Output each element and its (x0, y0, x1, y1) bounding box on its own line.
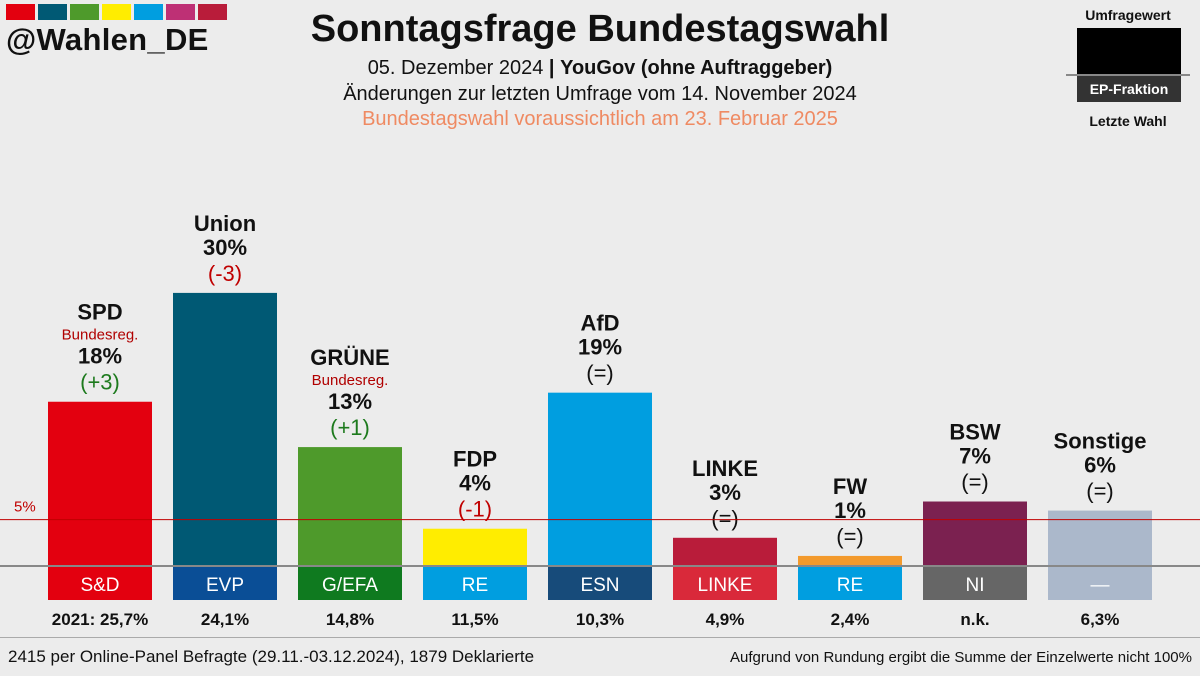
change-label: (=) (836, 524, 864, 549)
pollster-name: YouGov (ohne Auftraggeber) (560, 57, 833, 79)
legend-poll-value-label: Umfragewert (1085, 7, 1171, 23)
ep-group-label: EVP (206, 575, 244, 596)
bar-spd (48, 401, 152, 565)
ep-group-label: NI (966, 575, 985, 596)
change-label: (-3) (208, 261, 242, 286)
brand-stripe (38, 4, 67, 20)
bar-grüne (298, 447, 402, 565)
ep-group-box (673, 567, 777, 600)
ep-group-box (423, 567, 527, 600)
ep-group-box (173, 567, 277, 600)
ep-group-box (298, 567, 402, 600)
bar-union (173, 292, 277, 565)
legend: Umfragewert EP-Fraktion Letzte Wahl (1066, 0, 1190, 140)
ep-group-box (1048, 567, 1152, 600)
change-label: (+3) (80, 370, 120, 395)
footer-divider (0, 637, 1200, 638)
bar-bsw (923, 501, 1027, 565)
bar-fw (798, 555, 902, 565)
brand-stripe (6, 4, 35, 20)
value-label: 4% (459, 471, 491, 496)
government-note: Bundesreg. (62, 327, 139, 344)
party-label: GRÜNE (310, 345, 389, 370)
ep-group-box (548, 567, 652, 600)
ep-group-label: — (1091, 575, 1110, 596)
party-label: SPD (77, 300, 122, 325)
ep-group-box (923, 567, 1027, 600)
ep-group-label: G/EFA (322, 575, 378, 596)
bar-sonstige (1048, 510, 1152, 565)
party-label: Sonstige (1054, 429, 1147, 454)
government-note: Bundesreg. (312, 372, 389, 389)
ep-group-label: S&D (80, 575, 119, 596)
value-label: 19% (578, 335, 622, 360)
last-election-label: 2,4% (831, 610, 870, 629)
party-label: Union (194, 211, 256, 236)
bar-linke (673, 537, 777, 565)
changes-note: Änderungen zur letzten Umfrage vom 14. N… (343, 83, 857, 105)
change-label: (+1) (330, 415, 370, 440)
brand-stripe (134, 4, 163, 20)
change-label: (-1) (458, 497, 492, 522)
change-label: (=) (711, 506, 739, 531)
party-label: FW (833, 474, 867, 499)
brand-stripe (102, 4, 131, 20)
ep-group-box (798, 567, 902, 600)
brand-stripe (166, 4, 195, 20)
value-label: 1% (834, 498, 866, 523)
bar-afd (548, 392, 652, 565)
ep-group-box (48, 567, 152, 600)
ep-group-label: RE (462, 575, 488, 596)
ep-group-label: RE (837, 575, 863, 596)
value-label: 30% (203, 235, 247, 260)
legend-bar-swatch (1077, 28, 1181, 74)
last-election-label: 6,3% (1081, 610, 1120, 629)
party-label: LINKE (692, 456, 758, 481)
legend-ep-group-label: EP-Fraktion (1077, 76, 1181, 102)
value-label: 3% (709, 480, 741, 505)
last-election-label: 11,5% (451, 610, 498, 629)
last-election-label: 10,3% (576, 610, 624, 629)
footer-rounding-note: Aufgrund von Rundung ergibt die Summe de… (730, 649, 1192, 666)
brand-handle: @Wahlen_DE (6, 22, 209, 57)
poll-date: 05. Dezember 2024 (367, 57, 544, 79)
brand-logo-stripes (6, 4, 227, 20)
last-election-label: 24,1% (201, 610, 249, 629)
brand-stripe (70, 4, 99, 20)
value-label: 7% (959, 444, 991, 469)
bar-fdp (423, 528, 527, 565)
party-label: AfD (580, 311, 619, 336)
change-label: (=) (586, 361, 614, 386)
ep-group-label: LINKE (698, 575, 753, 596)
last-election-label: 2021: 25,7% (52, 610, 148, 629)
poll-subtitle: 05. Dezember 2024 | YouGov (ohne Auftrag… (0, 57, 1200, 80)
last-election-label: 4,9% (706, 610, 745, 629)
poll-separator: | (548, 57, 555, 79)
party-label: FDP (453, 447, 497, 472)
change-label: (=) (1086, 479, 1114, 504)
footer-sample-note: 2415 per Online-Panel Befragte (29.11.-0… (8, 647, 535, 666)
threshold-label: 5% (14, 499, 36, 516)
legend-baseline (1066, 74, 1190, 76)
legend-last-election-label: Letzte Wahl (1089, 113, 1167, 129)
brand-stripe (198, 4, 227, 20)
value-label: 18% (78, 344, 122, 369)
last-election-label: 14,8% (326, 610, 374, 629)
last-election-label: n.k. (960, 610, 989, 629)
chart-baseline (0, 565, 1200, 567)
election-note: Bundestagswahl voraussichtlich am 23. Fe… (362, 108, 838, 130)
ep-group-label: ESN (580, 575, 619, 596)
party-label: BSW (949, 420, 1001, 445)
value-label: 6% (1084, 453, 1116, 478)
chart-title: Sonntagsfrage Bundestagswahl (310, 8, 890, 50)
change-label: (=) (961, 470, 989, 495)
value-label: 13% (328, 389, 372, 414)
